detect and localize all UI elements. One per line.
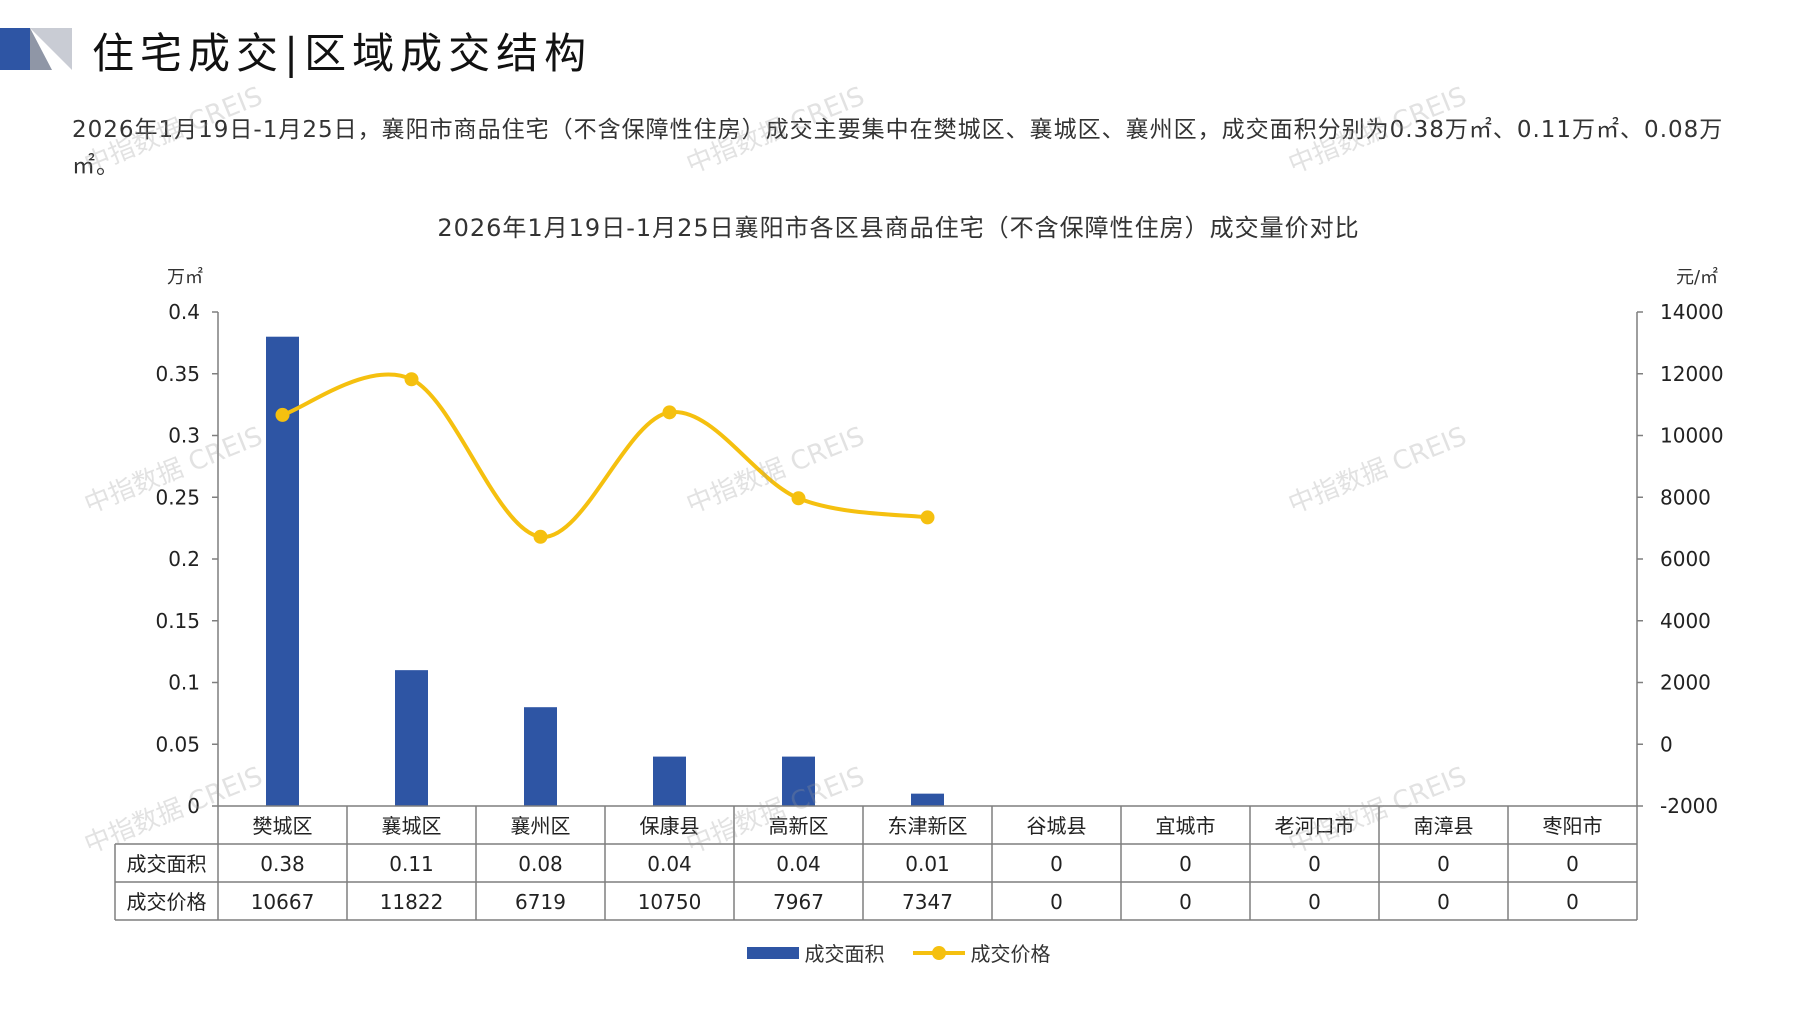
x-category-label: 枣阳市 xyxy=(1543,814,1603,838)
y-left-tick-label: 0.2 xyxy=(168,547,200,571)
x-category-label: 高新区 xyxy=(769,814,829,838)
y-right-tick-label: 6000 xyxy=(1660,547,1711,571)
table-cell-area: 0.08 xyxy=(518,852,563,876)
bar xyxy=(782,756,815,806)
y-left-tick-label: 0 xyxy=(187,794,200,818)
y-left-tick-label: 0.4 xyxy=(168,300,200,324)
x-category-label: 南漳县 xyxy=(1414,814,1474,838)
y-left-tick-label: 0.1 xyxy=(168,671,200,695)
y-right-tick-label: 0 xyxy=(1660,732,1673,756)
y-right-tick-label: 12000 xyxy=(1660,362,1724,386)
chart-title: 2026年1月19日-1月25日襄阳市各区县商品住宅（不含保障性住房）成交量价对… xyxy=(437,214,1360,242)
table-cell-price: 6719 xyxy=(515,890,566,914)
y-left-tick-label: 0.05 xyxy=(155,732,200,756)
legend-item-line[interactable]: 成交价格 xyxy=(912,938,1051,967)
table-cell-price: 10750 xyxy=(638,890,702,914)
x-category-label: 保康县 xyxy=(640,814,700,838)
table-row-header-price: 成交价格 xyxy=(127,890,207,914)
legend-label-line: 成交价格 xyxy=(970,942,1051,966)
table-cell-price: 0 xyxy=(1566,890,1579,914)
price-point xyxy=(533,529,548,544)
y-right-tick-label: 14000 xyxy=(1660,300,1724,324)
legend: 成交面积 成交价格 xyxy=(0,938,1797,967)
x-category-label: 老河口市 xyxy=(1275,814,1355,838)
price-point xyxy=(662,405,677,420)
y-left-tick-label: 0.25 xyxy=(155,485,200,509)
table-cell-price: 7347 xyxy=(902,890,953,914)
legend-item-bar[interactable]: 成交面积 xyxy=(746,938,885,967)
table-cell-price: 0 xyxy=(1179,890,1192,914)
summary-text: 2026年1月19日-1月25日，襄阳市商品住宅（不含保障性住房）成交主要集中在… xyxy=(72,117,1724,179)
y-right-tick-label: -2000 xyxy=(1660,794,1718,818)
table-cell-area: 0 xyxy=(1308,852,1321,876)
bar xyxy=(911,793,944,806)
y-right-tick-label: 4000 xyxy=(1660,609,1711,633)
table-cell-price: 0 xyxy=(1050,890,1063,914)
x-category-label: 东津新区 xyxy=(888,814,968,838)
bar xyxy=(266,336,299,806)
x-category-label: 襄州区 xyxy=(511,814,571,838)
y-right-tick-label: 8000 xyxy=(1660,485,1711,509)
table-cell-area: 0.01 xyxy=(905,852,950,876)
table-cell-price: 11822 xyxy=(380,890,444,914)
bar xyxy=(653,756,686,806)
x-category-label: 宜城市 xyxy=(1156,814,1216,838)
price-line xyxy=(281,372,928,539)
bar xyxy=(395,670,428,806)
y-left-tick-label: 0.15 xyxy=(155,609,200,633)
y-right-unit: 元/㎡ xyxy=(1676,266,1718,288)
page-title: 住宅成交|区域成交结构 xyxy=(92,29,593,78)
table-cell-price: 0 xyxy=(1308,890,1321,914)
x-category-label: 樊城区 xyxy=(253,814,313,838)
x-category-label: 襄城区 xyxy=(382,814,442,838)
table-cell-area: 0.04 xyxy=(647,852,692,876)
table-cell-area: 0 xyxy=(1437,852,1450,876)
x-category-label: 谷城县 xyxy=(1027,814,1087,838)
price-point xyxy=(791,491,806,506)
table-cell-price: 0 xyxy=(1437,890,1450,914)
bar xyxy=(524,707,557,806)
y-left-unit: 万㎡ xyxy=(167,266,203,288)
price-point xyxy=(404,372,419,387)
table-cell-area: 0.11 xyxy=(389,852,434,876)
table-cell-price: 7967 xyxy=(773,890,824,914)
y-left-tick-label: 0.3 xyxy=(168,424,200,448)
legend-bar-swatch xyxy=(746,946,799,959)
table-cell-area: 0 xyxy=(1179,852,1192,876)
legend-label-bar: 成交面积 xyxy=(804,942,885,966)
header-accent-icon xyxy=(0,28,72,70)
table-cell-area: 0.04 xyxy=(776,852,821,876)
y-right-tick-label: 10000 xyxy=(1660,424,1724,448)
table-cell-area: 0 xyxy=(1050,852,1063,876)
table-cell-area: 0 xyxy=(1566,852,1579,876)
table-row-header-area: 成交面积 xyxy=(127,852,207,876)
price-point xyxy=(920,510,935,525)
y-left-tick-label: 0.35 xyxy=(155,362,200,386)
table-cell-price: 10667 xyxy=(251,890,315,914)
y-right-tick-label: 2000 xyxy=(1660,671,1711,695)
table-cell-area: 0.38 xyxy=(260,852,305,876)
price-point xyxy=(275,407,290,422)
legend-line-swatch xyxy=(912,943,965,963)
